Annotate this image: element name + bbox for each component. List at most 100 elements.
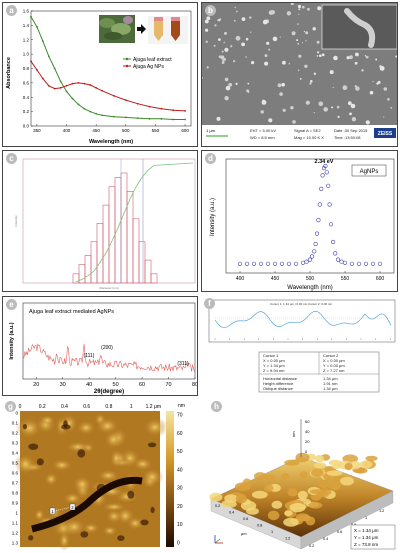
xrd-peak-200: (200) xyxy=(101,345,113,351)
sem-particle xyxy=(355,86,360,91)
a-xtick: 400 xyxy=(63,128,71,133)
histogram-bar xyxy=(90,241,98,284)
cursor1-y: Y = 1.34 μm xyxy=(263,363,285,368)
sem-particle xyxy=(298,54,302,58)
pl-point xyxy=(333,251,338,256)
cursor1-x: X = 0.00 μm xyxy=(263,358,285,363)
g-xtick: 1.2 μm xyxy=(146,404,161,410)
afm-3d-bump xyxy=(267,510,280,521)
panel-b-label: b xyxy=(205,5,216,16)
a-xtick: 450 xyxy=(92,128,100,133)
sem-particle xyxy=(349,112,352,116)
afm-grain xyxy=(125,515,145,531)
agnp-point xyxy=(71,82,74,85)
colorbar-tick: 20 xyxy=(177,504,183,510)
sem-particle xyxy=(309,82,312,85)
sem-particle xyxy=(268,48,271,51)
colorbar-tick: 10 xyxy=(177,522,183,528)
pl-point xyxy=(313,241,318,247)
pl-point xyxy=(293,261,299,266)
sem-particle xyxy=(305,40,307,42)
sem-particle xyxy=(347,101,352,106)
sem-particle xyxy=(298,8,301,11)
h-xtick: 0.2 xyxy=(215,504,220,508)
sem-particle xyxy=(241,42,245,47)
sem-particle xyxy=(230,45,233,48)
sem-particle xyxy=(205,28,209,32)
leaf-point xyxy=(83,107,86,110)
a-ytick: 0.6 xyxy=(23,80,30,85)
sem-particle xyxy=(305,31,309,35)
pl-point xyxy=(377,261,383,266)
sem-particle xyxy=(220,55,225,60)
sem-particle xyxy=(372,80,374,83)
e-xtick: 50 xyxy=(113,382,119,388)
sem-particle xyxy=(233,19,236,22)
leaf-point xyxy=(89,110,92,113)
sem-particle xyxy=(355,52,359,57)
afm-grain xyxy=(57,530,71,551)
afm-grain xyxy=(101,525,119,537)
cursor2-y: Y = 0.00 μm xyxy=(323,363,345,368)
h-zunit: nm xyxy=(291,431,296,437)
leaf-point xyxy=(77,103,80,106)
sem-particle xyxy=(351,117,357,122)
colorbar-tick: 0 xyxy=(177,541,180,547)
g-ytick: 0 xyxy=(15,411,18,416)
agnp-point xyxy=(36,69,38,71)
sem-particle xyxy=(313,72,317,76)
cursor2-z: Z = 7.27 nm xyxy=(323,368,345,373)
g-ytick: 0.1 xyxy=(12,421,19,426)
pl-point xyxy=(244,261,250,266)
legend-leaf-extract: Ajuga leaf extract xyxy=(133,57,172,63)
g-ytick: 1.1 xyxy=(12,521,19,526)
sem-particle xyxy=(297,43,299,45)
afm-pit xyxy=(63,420,68,428)
sem-particle xyxy=(262,19,268,25)
panel-b: b 1 μm EHT = 5.00 kV WD = 8.5 mm Signal … xyxy=(201,2,398,147)
leaf-point xyxy=(36,25,38,28)
sem-particle xyxy=(301,42,304,44)
sem-particle xyxy=(268,118,273,123)
sem-particle xyxy=(224,77,229,82)
a-xtick: 600 xyxy=(181,128,189,133)
afm-grain xyxy=(61,517,87,537)
sem-particle xyxy=(216,116,221,121)
sem-meta-signal: Signal A = SE2 xyxy=(294,128,321,133)
h-ytick: 0.4 xyxy=(323,537,328,541)
pl-point xyxy=(349,261,355,266)
sem-particle xyxy=(223,41,225,44)
afm-3d-bump xyxy=(340,476,354,486)
sem-particle xyxy=(319,54,322,57)
sem-particle xyxy=(251,61,255,65)
sem-particle xyxy=(313,112,315,114)
marker-1: 1 xyxy=(51,509,54,514)
pl-point xyxy=(342,260,348,265)
sem-particle xyxy=(349,55,353,60)
sem-particle xyxy=(288,63,290,65)
leaf-point xyxy=(101,114,104,117)
sem-particle xyxy=(375,58,378,61)
stat-horizontal-value: 1.34 μm xyxy=(323,376,338,381)
afm-3d-bump xyxy=(365,455,378,461)
xrd-pattern-line xyxy=(22,343,195,372)
sem-particle xyxy=(329,70,334,75)
sem-particle xyxy=(383,116,385,118)
e-xtick: 40 xyxy=(86,382,92,388)
afm-3d-bump xyxy=(326,470,343,476)
histogram-bar xyxy=(126,191,134,284)
d-xtick: 600 xyxy=(376,276,385,282)
agnp-point xyxy=(101,89,104,92)
sem-particle xyxy=(224,31,227,35)
cursor1-title: Cursor 1 xyxy=(263,353,279,358)
panel-d-peak-label: 2.34 eV xyxy=(315,159,334,165)
afm-3d-bump xyxy=(280,473,290,480)
e-xtick: 80 xyxy=(192,382,198,388)
h-ztick: 20 xyxy=(305,439,310,444)
h-ytick: 0.6 xyxy=(337,530,342,534)
sem-particle xyxy=(321,53,325,57)
sem-particle xyxy=(202,77,203,79)
h-ytick: 1.2 xyxy=(379,509,384,513)
panel-g-label: g xyxy=(5,401,16,412)
